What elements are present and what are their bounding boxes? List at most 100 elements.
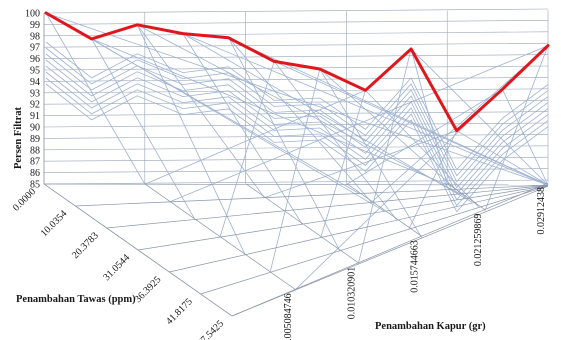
wireframe-line bbox=[484, 45, 549, 212]
z-tick-label: 93 bbox=[30, 88, 40, 99]
back-grid-line bbox=[43, 88, 549, 94]
z-tick-label: 98 bbox=[30, 31, 40, 42]
tawas-tick-label: 36.3925 bbox=[133, 274, 164, 305]
back-grid-line bbox=[43, 111, 549, 116]
wireframe-ridge bbox=[45, 53, 549, 183]
tawas-tick-label: 41.8175 bbox=[164, 296, 195, 327]
series-point bbox=[409, 47, 413, 51]
floor-front-edge bbox=[231, 182, 549, 317]
floor-grid-line bbox=[346, 183, 422, 237]
z-tick-label: 91 bbox=[30, 111, 40, 122]
series-point bbox=[318, 67, 321, 71]
series-point bbox=[181, 32, 185, 35]
back-grid-line bbox=[43, 8, 549, 14]
z-tick-label: 87 bbox=[30, 157, 40, 168]
back-grid-line bbox=[43, 31, 549, 37]
wireframe-ridge bbox=[45, 59, 549, 189]
wireframe-line bbox=[365, 90, 479, 208]
wireframe-ridge bbox=[45, 83, 549, 213]
series-point bbox=[227, 36, 230, 39]
wireframe-line bbox=[358, 48, 412, 264]
z-tick-label: 100 bbox=[25, 9, 40, 20]
series-point bbox=[273, 60, 276, 63]
wireframe-line bbox=[320, 90, 366, 238]
series-point bbox=[455, 129, 458, 132]
z-tick-label: 89 bbox=[30, 134, 40, 145]
wireframe-line bbox=[91, 38, 385, 212]
floor-grid-line bbox=[446, 182, 486, 210]
back-grid-line bbox=[43, 99, 549, 105]
back-grid-line bbox=[43, 20, 549, 25]
wireframe-line bbox=[182, 33, 303, 225]
wireframe-ridge bbox=[45, 77, 549, 207]
series-point bbox=[501, 88, 504, 91]
kapur-tick-label: 0.021259869 bbox=[473, 214, 484, 267]
z-tick-label: 94 bbox=[30, 77, 40, 88]
wireframe-line bbox=[346, 88, 503, 185]
wireframe-line bbox=[137, 24, 460, 194]
z-tick-label: 95 bbox=[30, 66, 40, 77]
back-grid-line bbox=[43, 54, 549, 59]
z-tick-label: 92 bbox=[30, 100, 40, 111]
series-point bbox=[364, 89, 367, 92]
back-grid-line bbox=[43, 145, 549, 151]
wireframe-line bbox=[219, 61, 275, 238]
series-line bbox=[44, 11, 550, 133]
back-grid-line bbox=[43, 65, 549, 71]
z-axis-title: Persen Filtrat bbox=[13, 106, 24, 169]
kapur-tick-label: 0.005084746 bbox=[283, 293, 294, 340]
series-point bbox=[136, 23, 139, 26]
wireframe-ridge bbox=[45, 41, 549, 171]
back-wall-grid bbox=[43, 8, 549, 185]
wireframe-line bbox=[136, 24, 265, 198]
kapur-tick-label: 0.010320901 bbox=[346, 267, 357, 320]
tawas-tick-label: 10.0354 bbox=[39, 208, 70, 239]
wireframe-line bbox=[45, 12, 146, 185]
wireframe-line bbox=[169, 45, 549, 203]
back-grid-line bbox=[43, 42, 549, 48]
floor-grid-line bbox=[169, 185, 549, 273]
wireframe-line bbox=[269, 68, 321, 273]
z-tick-label: 96 bbox=[30, 54, 40, 65]
wireframe-line bbox=[182, 33, 473, 203]
tawas-axis-title: Penambahan Tawas (ppm) bbox=[16, 294, 136, 305]
kapur-tick-label: 0.02912438 bbox=[536, 187, 547, 235]
z-tick-label: 88 bbox=[30, 145, 40, 156]
z-tick-label: 86 bbox=[30, 168, 40, 179]
wireframe-line bbox=[319, 68, 467, 199]
wireframe-line bbox=[294, 89, 503, 291]
floor-grid-line bbox=[106, 185, 549, 229]
wireframe-line bbox=[410, 48, 549, 186]
tawas-tick-label: 47.5425 bbox=[195, 318, 226, 340]
series-point bbox=[44, 11, 48, 15]
back-grid-line bbox=[43, 168, 549, 173]
floor-grid bbox=[43, 13, 549, 317]
kapur-axis-title: Penambahan Kapur (gr) bbox=[375, 321, 486, 332]
wireframe-line bbox=[408, 130, 458, 229]
wireframe-line bbox=[144, 89, 366, 185]
wireframe-ridge bbox=[45, 71, 549, 201]
wireframe-surface bbox=[45, 12, 549, 291]
tawas-tick-label: 0.0000 bbox=[11, 186, 38, 213]
wireframe-line bbox=[273, 61, 397, 221]
wireframe-line bbox=[228, 37, 340, 251]
wireframe-line bbox=[456, 130, 549, 186]
floor-grid-line bbox=[144, 183, 296, 290]
floor-grid-line bbox=[137, 185, 549, 251]
series-point bbox=[546, 44, 550, 47]
z-tick-label: 97 bbox=[30, 43, 40, 54]
z-tick-label: 90 bbox=[30, 123, 40, 134]
tawas-tick-label: 20.3783 bbox=[70, 230, 101, 261]
back-grid-line bbox=[43, 77, 549, 82]
wireframe-line bbox=[228, 37, 372, 203]
wireframe-line bbox=[91, 38, 448, 186]
floor-grid-line bbox=[75, 184, 549, 207]
back-grid-line bbox=[43, 179, 549, 185]
wireframe-ridge bbox=[45, 65, 549, 195]
series-point bbox=[90, 37, 93, 41]
floor-grid-line bbox=[231, 185, 549, 317]
series-layer bbox=[44, 11, 550, 133]
floor-grid-line bbox=[245, 183, 359, 264]
wireframe-ridge bbox=[45, 47, 549, 177]
